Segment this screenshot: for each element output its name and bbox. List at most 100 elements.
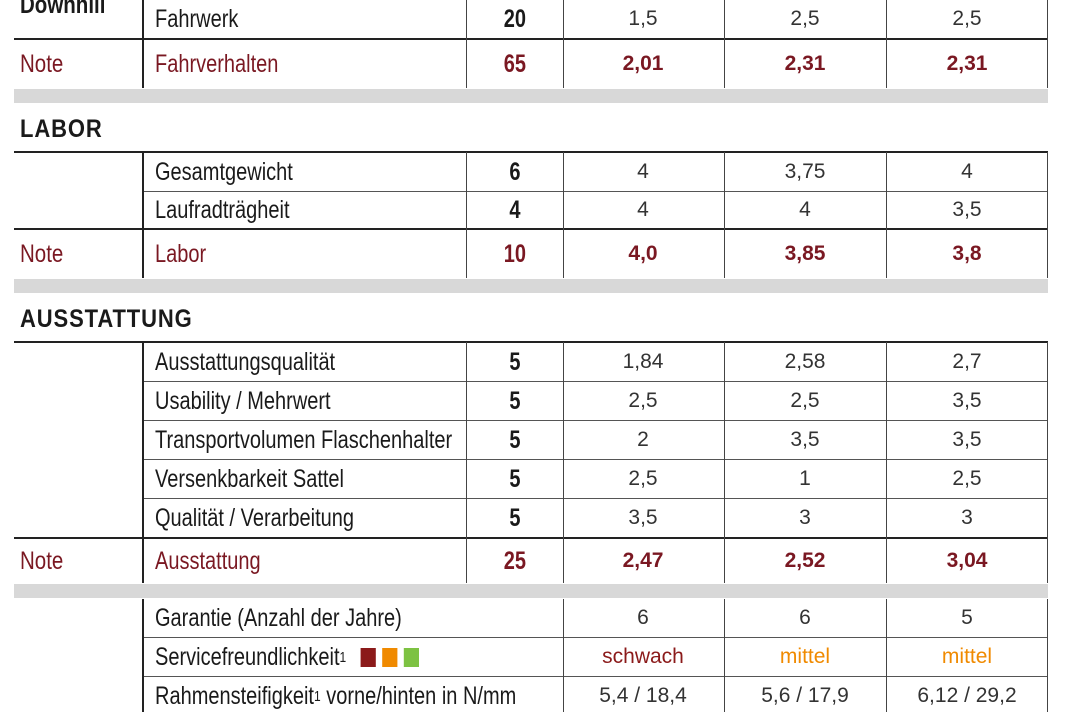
column-divider — [1047, 342, 1048, 583]
row-servicefreundlichkeit: Servicefreundlichkeit 1 schwach mittel mi… — [0, 638, 1068, 676]
value-3: mittel — [941, 645, 993, 668]
row-qualitaet: Qualität / Verarbeitung 5 3,5 3 3 — [0, 499, 1068, 537]
column-divider — [886, 342, 887, 583]
section-title: LABOR — [20, 114, 103, 143]
row-usability: Usability / Mehrwert 5 2,5 2,5 3,5 — [0, 382, 1068, 420]
value-2: 5,6 / 17,9 — [761, 684, 849, 707]
criterion-label: Servicefreundlichkeit 1 — [155, 638, 420, 676]
criterion-label: Qualität / Verarbeitung — [155, 503, 355, 532]
value-1: schwach — [602, 645, 684, 668]
value-3: 2,5 — [952, 467, 982, 490]
row-versenkbarkeit: Versenkbarkeit Sattel 5 2,5 1 2,5 — [0, 460, 1068, 498]
column-divider — [1047, 0, 1048, 88]
divider — [143, 459, 1048, 460]
value-2: 3,75 — [784, 160, 826, 183]
row-fahrwerk: Downhill Fahrwerk 20 1,5 2,5 2,5 — [0, 0, 1068, 38]
column-divider — [563, 599, 564, 712]
value-1: 2,01 — [622, 52, 664, 75]
section-separator — [14, 584, 1048, 598]
section-separator — [14, 89, 1048, 103]
criterion-label: Rahmensteifigkeit 1 vorne/hinten in N/mm — [155, 677, 516, 715]
row-ausstattungsqualitaet: Ausstattungsqualität 5 1,84 2,58 2,7 — [0, 343, 1068, 381]
weight-value: 65 — [503, 49, 527, 78]
value-1: 4 — [637, 198, 649, 221]
criterion-label: Fahrverhalten — [155, 49, 279, 78]
weight-value: 5 — [509, 503, 521, 532]
criterion-label: Ausstattung — [155, 546, 261, 575]
criterion-label: Garantie (Anzahl der Jahre) — [155, 603, 402, 632]
value-1: 2,47 — [622, 549, 664, 572]
weight-value: 6 — [509, 157, 521, 186]
value-3: 2,7 — [952, 350, 982, 373]
value-2: 2,52 — [784, 549, 826, 572]
value-3: 3,8 — [952, 242, 982, 265]
row-laufradtraegheit: Laufradträgheit 4 4 4 3,5 — [0, 192, 1068, 228]
divider — [14, 228, 1048, 230]
value-1: 5,4 / 18,4 — [599, 684, 687, 707]
note-label: Note — [20, 239, 64, 268]
value-2: 6 — [799, 606, 811, 629]
value-1: 4 — [637, 160, 649, 183]
weight-value: 5 — [509, 347, 521, 376]
rating-good-swatch — [403, 647, 420, 667]
note-row-ausstattung: Note Ausstattung 25 2,47 2,52 3,04 — [0, 539, 1068, 583]
value-1: 1,5 — [628, 7, 658, 30]
note-label: Note — [20, 49, 64, 78]
divider — [143, 381, 1048, 382]
value-2: 2,5 — [790, 389, 820, 412]
value-3: 3 — [961, 506, 973, 529]
value-1: 3,5 — [628, 506, 658, 529]
value-2: 4 — [799, 198, 811, 221]
value-1: 2,5 — [628, 467, 658, 490]
column-divider — [1047, 152, 1048, 278]
divider — [143, 637, 1048, 638]
column-divider — [142, 599, 144, 712]
column-divider — [466, 152, 467, 278]
weight-value: 20 — [503, 4, 527, 33]
column-divider — [142, 152, 144, 278]
value-1: 1,84 — [622, 350, 664, 373]
value-3: 3,5 — [952, 198, 982, 221]
section-header-ausstattung: AUSSTATTUNG — [0, 298, 1068, 340]
weight-value: 25 — [503, 546, 527, 575]
divider — [14, 341, 1048, 343]
criterion-label: Gesamtgewicht — [155, 157, 293, 186]
value-2: 3,85 — [784, 242, 826, 265]
criterion-label: Labor — [155, 239, 207, 268]
criterion-label: Laufradträgheit — [155, 195, 290, 224]
rating-medium-swatch — [382, 647, 398, 667]
value-3: 3,5 — [952, 389, 982, 412]
value-2: 2,5 — [790, 7, 820, 30]
weight-value: 5 — [509, 464, 521, 493]
value-2: 3 — [799, 506, 811, 529]
rating-legend — [360, 647, 420, 667]
divider — [143, 420, 1048, 421]
divider — [14, 537, 1048, 539]
value-3: 2,31 — [946, 52, 988, 75]
note-row-fahrverhalten: Note Fahrverhalten 65 2,01 2,31 2,31 — [0, 40, 1068, 88]
value-2: 2,31 — [784, 52, 826, 75]
weight-value: 5 — [509, 425, 521, 454]
rating-weak-swatch — [360, 647, 376, 667]
row-transportvolumen: Transportvolumen Flaschenhalter 5 2 3,5 … — [0, 421, 1068, 459]
value-3: 2,5 — [952, 7, 982, 30]
value-3: 4 — [961, 160, 973, 183]
section-separator — [14, 279, 1048, 293]
value-3: 3,5 — [952, 428, 982, 451]
column-divider — [886, 0, 887, 88]
weight-value: 10 — [503, 239, 527, 268]
row-rahmensteifigkeit: Rahmensteifigkeit 1 vorne/hinten in N/mm … — [0, 677, 1068, 715]
column-divider — [563, 342, 564, 583]
note-label: Note — [20, 546, 64, 575]
value-2: 3,5 — [790, 428, 820, 451]
section-header-labor: LABOR — [0, 108, 1068, 150]
column-divider — [563, 152, 564, 278]
divider — [143, 498, 1048, 499]
divider — [143, 191, 1048, 192]
column-divider — [724, 599, 725, 712]
criterion-label: Fahrwerk — [155, 4, 239, 33]
criterion-text-suffix: vorne/hinten in N/mm — [320, 681, 517, 710]
value-1: 2,5 — [628, 389, 658, 412]
weight-value: 5 — [509, 386, 521, 415]
section-title: AUSSTATTUNG — [20, 304, 193, 333]
